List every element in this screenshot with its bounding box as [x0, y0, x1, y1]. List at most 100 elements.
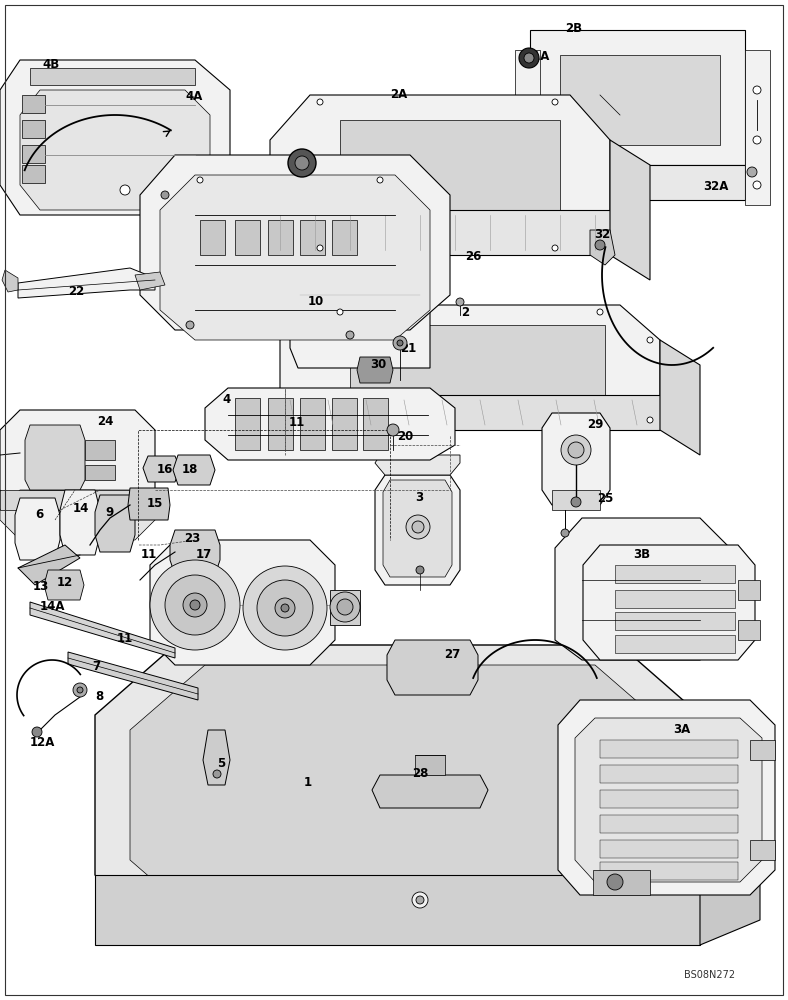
Text: 24: 24: [97, 415, 113, 428]
Text: 7: 7: [92, 660, 100, 673]
Text: 3B: 3B: [633, 548, 650, 561]
Polygon shape: [375, 455, 460, 475]
Polygon shape: [200, 220, 225, 255]
Text: 6: 6: [35, 508, 43, 521]
Circle shape: [416, 566, 424, 574]
Circle shape: [397, 340, 403, 346]
Circle shape: [186, 321, 194, 329]
Polygon shape: [615, 565, 735, 583]
Text: 14A: 14A: [40, 600, 65, 613]
Circle shape: [406, 515, 430, 539]
Circle shape: [257, 580, 313, 636]
Polygon shape: [332, 220, 357, 255]
Polygon shape: [575, 718, 762, 882]
Polygon shape: [560, 55, 720, 145]
Polygon shape: [660, 340, 700, 455]
Text: 11: 11: [141, 548, 158, 561]
Circle shape: [552, 245, 558, 251]
Circle shape: [317, 99, 323, 105]
Polygon shape: [515, 50, 540, 205]
Polygon shape: [558, 700, 775, 895]
Polygon shape: [85, 440, 115, 460]
Polygon shape: [30, 602, 175, 658]
Polygon shape: [552, 490, 600, 510]
Polygon shape: [235, 220, 260, 255]
Polygon shape: [2, 270, 18, 292]
Text: 27: 27: [444, 648, 460, 661]
Circle shape: [183, 593, 207, 617]
Polygon shape: [0, 490, 155, 510]
Circle shape: [412, 892, 428, 908]
Polygon shape: [340, 120, 560, 230]
Circle shape: [295, 156, 309, 170]
Circle shape: [73, 683, 87, 697]
Text: 5: 5: [217, 757, 225, 770]
Text: 10: 10: [308, 295, 324, 308]
Text: 11: 11: [117, 632, 133, 645]
Polygon shape: [615, 590, 735, 608]
Circle shape: [387, 424, 399, 436]
Polygon shape: [600, 815, 738, 833]
Polygon shape: [350, 325, 605, 420]
Text: 12: 12: [57, 576, 73, 589]
Polygon shape: [235, 398, 260, 450]
Polygon shape: [530, 30, 745, 165]
Polygon shape: [20, 90, 210, 210]
Polygon shape: [30, 68, 195, 85]
Text: 18: 18: [182, 463, 199, 476]
Polygon shape: [640, 585, 670, 615]
Polygon shape: [130, 665, 670, 925]
Polygon shape: [593, 870, 650, 895]
Polygon shape: [615, 635, 735, 653]
Circle shape: [753, 181, 761, 189]
Circle shape: [77, 687, 83, 693]
Polygon shape: [680, 585, 710, 615]
Circle shape: [571, 497, 581, 507]
Polygon shape: [22, 145, 45, 163]
Polygon shape: [383, 480, 452, 577]
Circle shape: [747, 167, 757, 177]
Circle shape: [288, 149, 316, 177]
Circle shape: [393, 336, 407, 350]
Polygon shape: [268, 398, 293, 450]
Polygon shape: [738, 580, 760, 600]
Circle shape: [32, 727, 42, 737]
Polygon shape: [738, 620, 760, 640]
Polygon shape: [205, 388, 455, 460]
Text: 31A: 31A: [524, 50, 549, 63]
Circle shape: [519, 48, 539, 68]
Polygon shape: [542, 413, 610, 505]
Text: 14: 14: [73, 502, 89, 515]
Circle shape: [150, 560, 240, 650]
Circle shape: [165, 575, 225, 635]
Polygon shape: [750, 840, 775, 860]
Text: 2A: 2A: [390, 88, 407, 101]
Text: 25: 25: [597, 492, 613, 505]
Circle shape: [337, 599, 353, 615]
Circle shape: [281, 604, 289, 612]
Circle shape: [120, 185, 130, 195]
Polygon shape: [375, 475, 460, 585]
Polygon shape: [203, 730, 230, 785]
Polygon shape: [170, 530, 220, 575]
Polygon shape: [128, 488, 170, 520]
Polygon shape: [68, 652, 198, 700]
Polygon shape: [615, 612, 735, 630]
Polygon shape: [595, 585, 625, 615]
Text: 23: 23: [184, 532, 200, 545]
Text: 1: 1: [304, 776, 312, 789]
Text: 20: 20: [397, 430, 413, 443]
Polygon shape: [590, 230, 615, 265]
Text: 4B: 4B: [42, 58, 59, 71]
Circle shape: [275, 598, 295, 618]
Polygon shape: [140, 155, 450, 330]
Polygon shape: [143, 456, 180, 482]
Text: 32: 32: [594, 228, 610, 241]
Text: 17: 17: [196, 548, 212, 561]
Text: 26: 26: [465, 250, 481, 263]
Polygon shape: [270, 210, 610, 255]
Text: 31: 31: [290, 160, 307, 173]
Polygon shape: [22, 120, 45, 138]
Polygon shape: [280, 305, 660, 430]
Text: 9: 9: [105, 506, 113, 519]
